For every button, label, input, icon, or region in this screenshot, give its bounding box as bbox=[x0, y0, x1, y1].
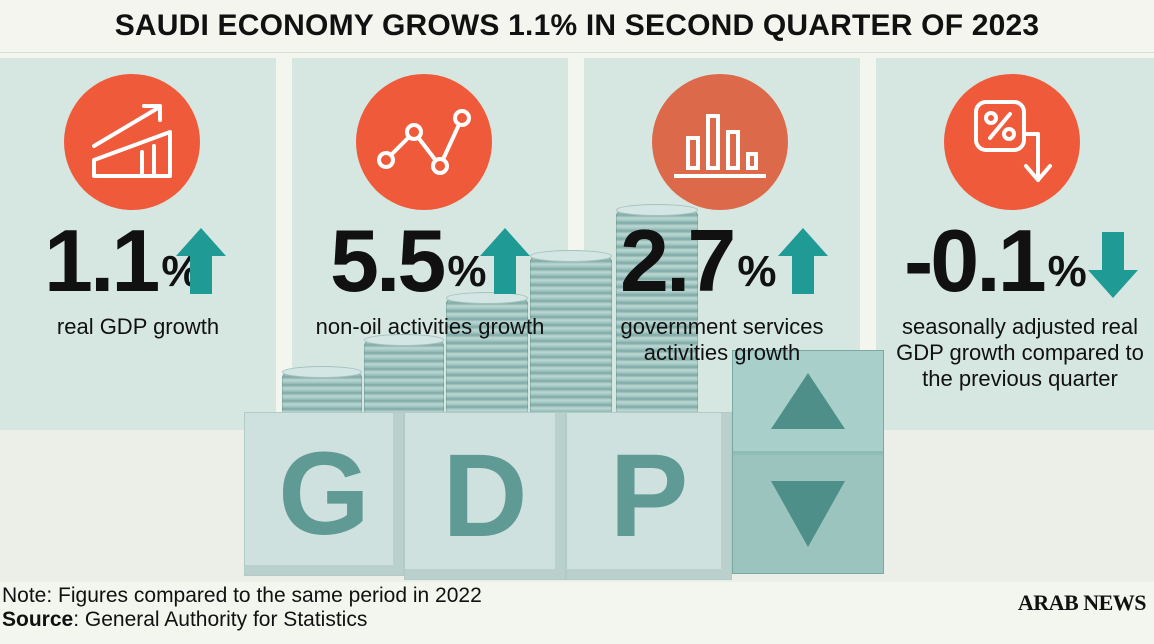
source-label: Source bbox=[2, 608, 74, 631]
up-down-arrows-icon bbox=[733, 351, 883, 573]
block-letter-d: D bbox=[442, 430, 528, 562]
block-letter-p: P bbox=[609, 430, 689, 562]
coin-stack-2 bbox=[364, 334, 444, 416]
stat-4-unit: % bbox=[1047, 247, 1087, 296]
icon-circle-4 bbox=[944, 74, 1080, 210]
stat-3-label: government services activities growth bbox=[620, 314, 824, 365]
up-arrow-icon bbox=[176, 228, 226, 294]
up-arrow-icon bbox=[480, 228, 530, 294]
footnote: Note: Figures compared to the same perio… bbox=[2, 584, 482, 607]
stat-1: 1.1 % bbox=[44, 211, 200, 310]
stat-1-label: real GDP growth bbox=[56, 314, 220, 339]
stat-2-unit: % bbox=[447, 247, 487, 296]
stat-2: 5.5 % bbox=[330, 211, 487, 310]
coin-stack-5 bbox=[616, 204, 698, 416]
icon-circle-1 bbox=[64, 74, 200, 210]
coin-stack-3 bbox=[446, 292, 528, 416]
coin-stack-4 bbox=[530, 250, 612, 416]
coin-stack-1 bbox=[282, 366, 362, 416]
stat-3-unit: % bbox=[737, 247, 777, 296]
down-arrow-icon bbox=[1088, 232, 1138, 298]
bar-chart-icon bbox=[674, 114, 766, 178]
icon-circle-3 bbox=[652, 74, 788, 210]
arrow-block bbox=[732, 350, 884, 574]
source-line: Source: General Authority for Statistics bbox=[2, 608, 367, 632]
gdp-block-d: D bbox=[404, 412, 566, 580]
gdp-block-p: P bbox=[566, 412, 732, 580]
line-graph-icon bbox=[377, 109, 471, 175]
block-letter-g: G bbox=[278, 428, 370, 560]
stat-1-value: 1.1 bbox=[44, 211, 160, 310]
stat-4-value: -0.1 bbox=[904, 211, 1047, 310]
page-title: SAUDI ECONOMY GROWS 1.1% IN SECOND QUART… bbox=[114, 9, 1040, 42]
icon-circle-2 bbox=[356, 74, 492, 210]
rising-bar-chart-icon bbox=[92, 104, 172, 178]
stat-3: 2.7 % bbox=[620, 211, 777, 310]
percent-down-icon bbox=[974, 100, 1052, 182]
title-bar: SAUDI ECONOMY GROWS 1.1% IN SECOND QUART… bbox=[0, 0, 1154, 53]
up-arrow-icon bbox=[778, 228, 828, 294]
stat-4: -0.1 % bbox=[904, 211, 1087, 310]
source-text: : General Authority for Statistics bbox=[73, 608, 368, 631]
gdp-block-g: G bbox=[244, 412, 404, 576]
stat-2-value: 5.5 bbox=[330, 211, 446, 310]
stat-3-value: 2.7 bbox=[620, 211, 736, 310]
brand-logo: ARAB NEWS bbox=[1017, 590, 1147, 615]
stat-4-label: seasonally adjusted real GDP growth comp… bbox=[896, 314, 1144, 391]
stat-2-label: non-oil activities growth bbox=[315, 314, 545, 339]
